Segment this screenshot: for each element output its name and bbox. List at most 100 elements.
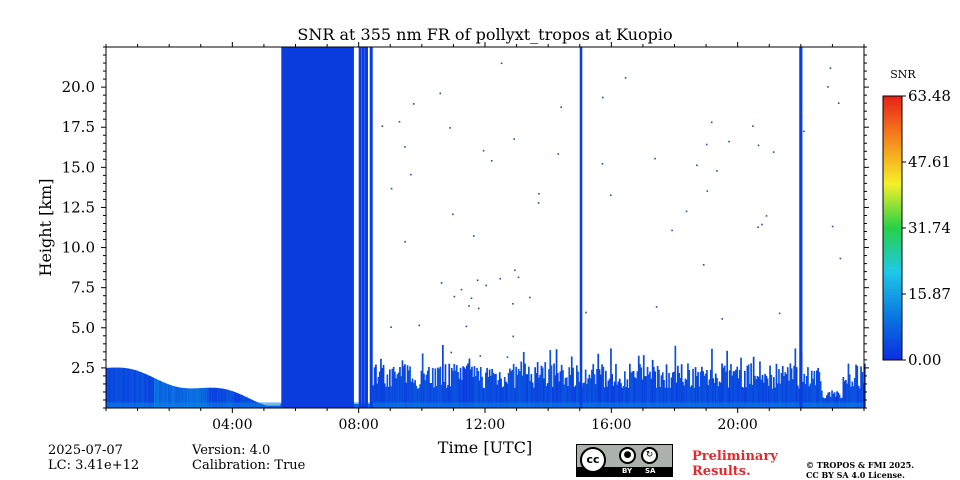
noise-dot	[601, 163, 604, 165]
colorbar-tick-label: 47.61	[908, 153, 951, 171]
share-alike-icon: ↻	[641, 447, 658, 464]
bl-column	[550, 365, 553, 408]
noise-dot	[757, 226, 759, 228]
bl-column	[226, 389, 228, 408]
bl-column	[414, 380, 416, 408]
noise-dot	[485, 284, 487, 287]
bl-column	[468, 358, 471, 408]
bl-column	[653, 366, 655, 408]
plot-frame	[105, 46, 865, 409]
bl-column	[616, 384, 619, 408]
bl-column	[439, 366, 442, 408]
bl-column	[539, 374, 541, 408]
bl-column	[444, 364, 447, 408]
noise-dot	[557, 153, 560, 155]
bl-column	[119, 367, 122, 408]
bl-column	[546, 383, 549, 408]
bl-column	[533, 387, 535, 408]
bl-column	[516, 374, 519, 408]
bl-column	[572, 367, 574, 408]
bl-column	[723, 365, 726, 408]
bl-column	[136, 370, 138, 408]
bl-column	[207, 387, 209, 408]
bl-column	[713, 382, 716, 408]
bl-column	[493, 374, 496, 408]
bl-column	[455, 365, 458, 408]
bl-column	[838, 394, 841, 408]
bl-column	[507, 373, 510, 408]
bl-column	[178, 387, 180, 408]
y-tick-label: 15.0	[62, 158, 95, 176]
bl-column	[630, 372, 632, 408]
bl-column	[732, 371, 735, 408]
bl-column	[688, 370, 691, 408]
bl-column	[463, 367, 466, 408]
bl-column	[761, 374, 764, 408]
bl-column	[448, 363, 451, 408]
bl-column	[197, 388, 199, 408]
noise-dot	[390, 326, 392, 328]
bl-column	[404, 364, 406, 408]
bl-column	[184, 388, 186, 408]
bl-column	[536, 362, 539, 408]
bl-column	[781, 366, 784, 408]
bl-column	[217, 388, 219, 408]
bl-column	[500, 378, 502, 408]
bl-column	[780, 372, 783, 408]
noise-dot	[465, 325, 468, 328]
noise-dot	[696, 164, 698, 167]
bl-column	[755, 379, 758, 408]
bl-column	[154, 378, 156, 408]
bl-column	[668, 372, 670, 408]
bl-column	[857, 385, 860, 408]
bl-column	[583, 382, 586, 408]
bl-column	[461, 379, 463, 408]
bl-column	[114, 367, 117, 408]
y-tick-label: 17.5	[62, 118, 95, 136]
bl-column	[730, 364, 732, 408]
bl-column	[128, 368, 131, 408]
noise-dot	[482, 149, 485, 152]
chart-title: SNR at 355 nm FR of pollyxt_tropos at Ku…	[297, 25, 673, 44]
bl-column	[589, 378, 592, 408]
noise-dot	[440, 282, 443, 284]
bl-column	[760, 379, 763, 408]
bl-column	[856, 365, 859, 408]
bl-column	[472, 377, 475, 408]
bl-column	[421, 353, 424, 408]
bl-column	[111, 367, 113, 408]
bl-column	[864, 363, 866, 408]
bl-column	[503, 377, 506, 408]
bl-column	[586, 384, 588, 408]
bl-column	[622, 386, 625, 408]
axes-layer: 04:00 08:00 12:00 16:00 20:00 Time [UTC] 2.5 5.…	[36, 42, 869, 457]
bl-column	[219, 388, 222, 408]
bl-column	[790, 368, 793, 408]
bl-column	[718, 381, 721, 408]
bl-column	[727, 387, 730, 408]
bl-column	[773, 377, 775, 408]
noise-dot	[710, 121, 713, 124]
noise-dot	[537, 202, 540, 204]
noise-dot	[512, 303, 514, 305]
bl-column	[779, 383, 782, 408]
bl-column	[766, 378, 769, 408]
bl-column	[738, 369, 741, 408]
bl-column	[224, 389, 227, 408]
bl-column	[600, 374, 602, 408]
bl-column	[194, 388, 197, 408]
bl-column	[636, 371, 639, 408]
bl-column	[594, 384, 597, 408]
bl-column	[221, 388, 223, 408]
bl-column	[209, 387, 212, 408]
y-tick-label: 5.0	[71, 319, 95, 337]
bl-column	[641, 379, 644, 408]
bl-column	[552, 386, 554, 408]
noise-dot	[839, 257, 842, 260]
bl-column	[632, 371, 635, 408]
bl-column	[167, 384, 170, 408]
bl-column	[474, 376, 477, 408]
bl-column	[603, 387, 606, 408]
bl-column	[631, 371, 634, 408]
bl-column	[784, 372, 787, 408]
